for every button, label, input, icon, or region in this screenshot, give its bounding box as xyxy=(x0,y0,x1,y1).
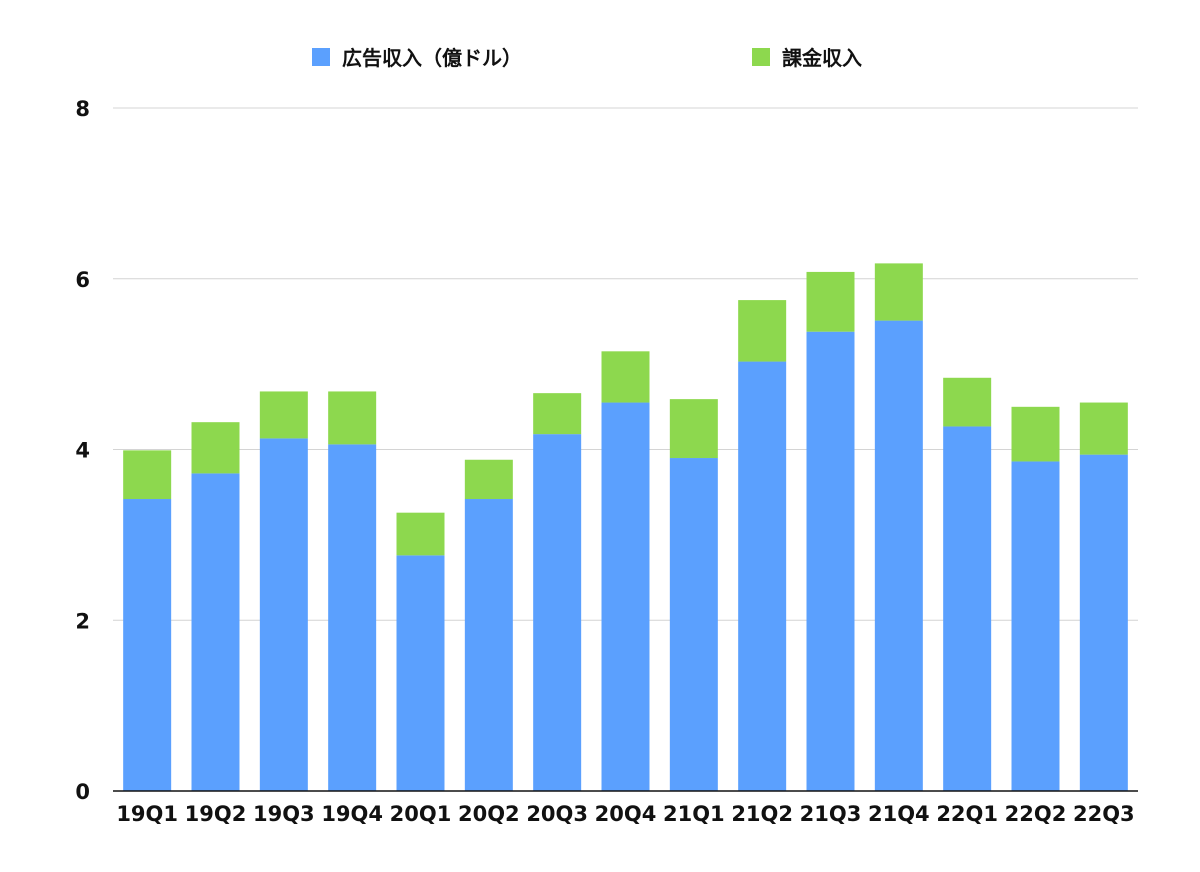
bar-ad-revenue-20Q2 xyxy=(464,499,513,791)
bar-ad-revenue-20Q4 xyxy=(601,402,650,791)
legend: 広告収入（億ドル） 課金収入 xyxy=(0,42,1200,72)
x-tick-label: 21Q1 xyxy=(663,802,725,826)
bar-ad-revenue-19Q1 xyxy=(123,499,172,791)
bar-subscription-revenue-21Q1 xyxy=(669,399,718,459)
bar-subscription-revenue-19Q2 xyxy=(191,422,240,474)
legend-label-subscription-revenue: 課金収入 xyxy=(782,46,862,70)
x-tick-label: 19Q2 xyxy=(185,802,247,826)
y-tick-label: 0 xyxy=(75,780,90,804)
legend-swatch-ad-revenue xyxy=(312,47,330,66)
y-tick-label: 8 xyxy=(75,97,90,121)
x-tick-label: 21Q3 xyxy=(800,802,862,826)
legend-item-ad-revenue: 広告収入（億ドル） xyxy=(312,42,522,71)
y-tick-label: 2 xyxy=(75,609,90,633)
bar-ad-revenue-19Q3 xyxy=(259,438,308,791)
bar-ad-revenue-22Q3 xyxy=(1079,454,1128,791)
bar-subscription-revenue-20Q1 xyxy=(396,512,445,556)
x-tick-label: 21Q4 xyxy=(868,802,930,826)
bar-ad-revenue-19Q4 xyxy=(328,444,377,791)
legend-item-subscription-revenue: 課金収入 xyxy=(752,42,862,71)
y-tick-label: 6 xyxy=(75,268,90,292)
x-tick-label: 20Q1 xyxy=(390,802,452,826)
bar-ad-revenue-22Q2 xyxy=(1011,461,1060,791)
bar-ad-revenue-20Q1 xyxy=(396,555,445,791)
y-tick-label: 4 xyxy=(75,439,90,463)
x-tick-label: 19Q4 xyxy=(321,802,383,826)
x-tick-label: 20Q4 xyxy=(595,802,657,826)
x-tick-label: 20Q3 xyxy=(526,802,588,826)
x-tick-label: 22Q2 xyxy=(1005,802,1067,826)
bar-subscription-revenue-19Q4 xyxy=(328,391,377,445)
x-tick-label: 22Q3 xyxy=(1073,802,1135,826)
bar-ad-revenue-21Q2 xyxy=(738,361,787,791)
x-tick-label: 19Q1 xyxy=(116,802,178,826)
bar-ad-revenue-21Q1 xyxy=(669,458,718,791)
bar-ad-revenue-19Q2 xyxy=(191,473,240,791)
bar-subscription-revenue-22Q1 xyxy=(943,377,992,427)
x-tick-label: 19Q3 xyxy=(253,802,315,826)
bar-ad-revenue-22Q1 xyxy=(943,426,992,791)
bar-subscription-revenue-21Q3 xyxy=(806,271,855,332)
bar-ad-revenue-21Q4 xyxy=(874,320,923,791)
bar-subscription-revenue-20Q2 xyxy=(464,459,513,500)
bar-subscription-revenue-22Q3 xyxy=(1079,402,1128,455)
legend-label-ad-revenue: 広告収入（億ドル） xyxy=(342,46,522,70)
bar-subscription-revenue-22Q2 xyxy=(1011,406,1060,462)
x-tick-label: 20Q2 xyxy=(458,802,520,826)
bar-subscription-revenue-19Q1 xyxy=(123,450,172,500)
bar-subscription-revenue-21Q2 xyxy=(738,300,787,362)
x-tick-label: 21Q2 xyxy=(731,802,793,826)
bar-subscription-revenue-19Q3 xyxy=(259,391,308,439)
bar-subscription-revenue-21Q4 xyxy=(874,263,923,321)
bar-ad-revenue-21Q3 xyxy=(806,331,855,791)
bar-subscription-revenue-20Q4 xyxy=(601,351,650,403)
bar-ad-revenue-20Q3 xyxy=(533,434,582,791)
legend-swatch-subscription-revenue xyxy=(752,47,770,66)
x-tick-label: 22Q1 xyxy=(936,802,998,826)
bar-subscription-revenue-20Q3 xyxy=(533,393,582,435)
